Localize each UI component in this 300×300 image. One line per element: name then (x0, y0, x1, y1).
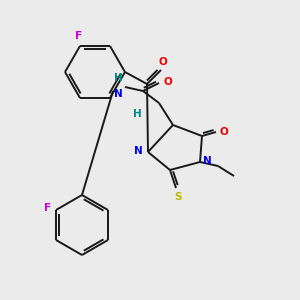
Text: N: N (114, 89, 123, 99)
Text: O: O (220, 127, 229, 137)
Text: H: H (133, 109, 142, 119)
Text: N: N (203, 156, 212, 166)
Text: H: H (114, 73, 122, 83)
Text: O: O (159, 57, 167, 67)
Text: O: O (163, 77, 172, 87)
Text: F: F (44, 203, 51, 213)
Text: F: F (75, 31, 82, 41)
Text: N: N (134, 146, 143, 156)
Text: S: S (174, 192, 182, 202)
